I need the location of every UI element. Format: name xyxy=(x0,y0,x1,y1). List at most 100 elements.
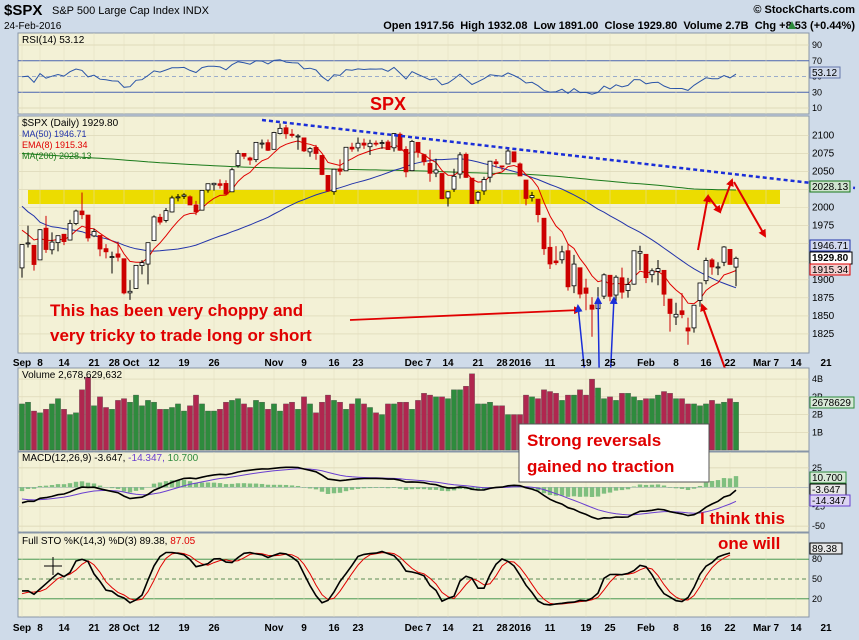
time-tick-label: 21 xyxy=(472,358,484,369)
price-tick-label: 1875 xyxy=(812,293,835,304)
ma200-tag: 2028.13 xyxy=(812,182,849,193)
price-bar xyxy=(61,233,67,246)
time-tick-label: 14 xyxy=(442,623,454,634)
price-bar xyxy=(601,273,607,300)
volume-bar xyxy=(733,401,739,451)
macd-hist-bar xyxy=(391,487,397,488)
rsi-tick-label: 10 xyxy=(812,103,822,113)
volume-panel: Volume 2,678,629,632 4B3B2B1B 2678629 xyxy=(17,367,855,452)
support-zone xyxy=(28,190,780,204)
time-tick-label: 8 xyxy=(673,358,679,369)
volume-bar xyxy=(277,410,283,451)
volume-bar xyxy=(259,401,265,451)
volume-bar xyxy=(331,400,337,451)
macd-hist-bar xyxy=(397,487,403,489)
macd-hist-bar xyxy=(127,487,133,493)
volume-bar xyxy=(229,400,235,451)
time-tick-label: Dec 7 xyxy=(405,623,432,634)
macd-hist-bar xyxy=(433,487,439,490)
price-bar xyxy=(571,254,577,294)
price-bar xyxy=(643,253,649,284)
macd-hist-bar xyxy=(673,487,679,489)
price-bar xyxy=(361,138,367,149)
time-tick-label: 2016 xyxy=(509,358,532,369)
price-bar xyxy=(265,139,271,151)
price-bar xyxy=(307,147,313,157)
volume-bar xyxy=(457,389,463,451)
volume-bar xyxy=(241,403,247,451)
macd-hist-bar xyxy=(595,487,601,497)
price-bar xyxy=(397,132,403,151)
macd-hist-bar xyxy=(109,487,115,489)
macd-hist-bar xyxy=(613,487,619,491)
macd-hist-bar xyxy=(553,487,559,496)
volume-bar xyxy=(469,373,475,451)
price-bar xyxy=(49,232,55,255)
volume-bar xyxy=(307,403,313,451)
price-bar xyxy=(79,192,85,220)
price-bar xyxy=(229,167,235,193)
volume-bar xyxy=(481,403,487,451)
volume-bar xyxy=(499,405,505,451)
volume-bar xyxy=(265,409,271,451)
price-bar xyxy=(655,260,661,286)
volume-bar xyxy=(475,403,481,451)
volume-bar xyxy=(247,407,253,451)
volume-bar xyxy=(97,396,103,451)
price-bar xyxy=(97,235,103,257)
sto-last-tag: 89.38 xyxy=(812,544,837,555)
price-bar xyxy=(277,123,283,135)
legend-ma50: MA(50) 1946.71 xyxy=(22,129,87,139)
volume-bar xyxy=(55,398,61,451)
time-tick-label: 25 xyxy=(604,623,616,634)
time-tick-label: Mar 7 xyxy=(753,358,780,369)
macd-hist-bar xyxy=(439,487,445,491)
volume-bar xyxy=(235,398,241,451)
volume-bar xyxy=(163,409,169,451)
price-bar xyxy=(727,249,733,265)
price-bar xyxy=(661,269,667,306)
macd-hist-bar xyxy=(667,487,673,488)
macd-hist-bar xyxy=(679,487,685,489)
forecast-arrow-4 xyxy=(733,181,766,238)
macd-hist-bar xyxy=(577,487,583,497)
macd-hist-bar xyxy=(403,487,409,490)
sto-k-line xyxy=(21,550,731,606)
macd-hist-bar xyxy=(325,487,331,494)
price-bar xyxy=(193,200,199,216)
time-tick-label: 19 xyxy=(580,358,592,369)
price-bar xyxy=(67,219,73,241)
price-bar xyxy=(547,236,553,270)
symbol: $SPX xyxy=(4,2,42,19)
price-bar xyxy=(685,317,691,345)
price-bar xyxy=(301,137,307,153)
sto-label: Full STO %K(14,3) %D(3) 89.38, 87.05 xyxy=(22,536,196,547)
volume-bar xyxy=(301,396,307,451)
macd-tick-label: -50 xyxy=(812,521,825,531)
volume-bar xyxy=(511,414,517,451)
volume-bar xyxy=(439,396,445,451)
price-bar xyxy=(85,214,91,242)
time-tick-label: Feb xyxy=(637,623,655,634)
volume-bar xyxy=(373,412,379,451)
price-bar xyxy=(589,297,595,337)
macd-hist-bar xyxy=(25,487,31,489)
price-bar xyxy=(391,132,397,152)
price-bar xyxy=(529,191,535,202)
macd-hist-bar xyxy=(409,487,415,490)
price-bar xyxy=(541,217,547,255)
price-tick-label: 2050 xyxy=(812,167,835,178)
volume-bar xyxy=(433,396,439,451)
price-bar xyxy=(385,139,391,150)
price-bar xyxy=(379,139,385,149)
macd-hist-bar xyxy=(31,487,37,489)
sto-tick-label: 20 xyxy=(812,594,822,604)
macd-hist-bar xyxy=(385,487,391,489)
macd-hist-bar xyxy=(247,483,253,488)
price-bar xyxy=(409,139,415,172)
price-bar xyxy=(559,245,565,264)
macd-hist-bar xyxy=(685,487,691,491)
macd-hist-bar xyxy=(703,482,709,488)
time-tick-label: 19 xyxy=(178,623,190,634)
volume-bar xyxy=(61,409,67,451)
